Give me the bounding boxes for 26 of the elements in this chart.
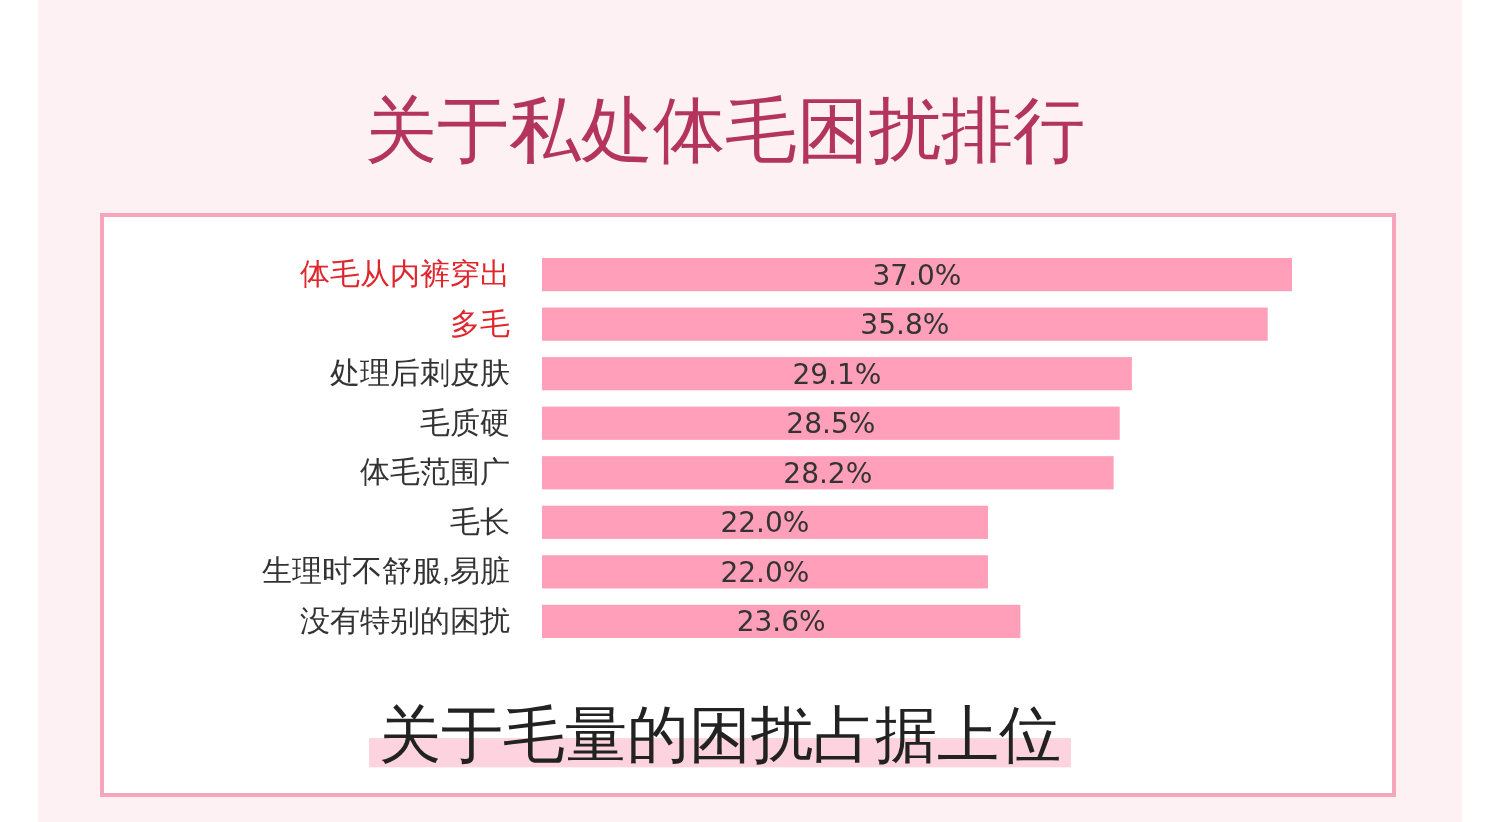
data-label: 28.2% xyxy=(783,456,873,490)
y-tick-label: 生理时不舒服,易脏 xyxy=(261,554,510,588)
bar xyxy=(542,406,1120,440)
bar xyxy=(542,555,988,589)
data-label: 28.5% xyxy=(786,407,876,441)
y-tick-label: 体毛范围广 xyxy=(360,455,510,489)
chart-title: 关于私处体毛困扰排行 xyxy=(365,88,1085,172)
bar xyxy=(542,258,1292,292)
bar xyxy=(542,357,1132,391)
y-tick-label: 没有特别的困扰 xyxy=(300,604,510,637)
text: 关于毛量的困扰占据上位 xyxy=(379,698,1061,771)
data-label: 29.1% xyxy=(792,357,882,391)
data-label: 37.0% xyxy=(872,258,962,292)
data-label: 23.6% xyxy=(736,605,826,639)
y-tick-label: 毛长 xyxy=(450,504,510,538)
y-tick-label: 体毛从内裤穿出 xyxy=(300,257,510,291)
bar xyxy=(542,604,1021,638)
data-label: 22.0% xyxy=(720,555,810,589)
y-tick-label: 毛质硬 xyxy=(420,405,510,439)
data-label: 22.0% xyxy=(720,506,810,540)
bar xyxy=(542,456,1114,490)
y-tick-label: 处理后刺皮肤 xyxy=(330,356,510,390)
bar xyxy=(542,505,988,539)
data-label: 35.8% xyxy=(860,308,950,342)
bar xyxy=(542,307,1268,341)
y-tick-label: 多毛 xyxy=(450,306,510,340)
